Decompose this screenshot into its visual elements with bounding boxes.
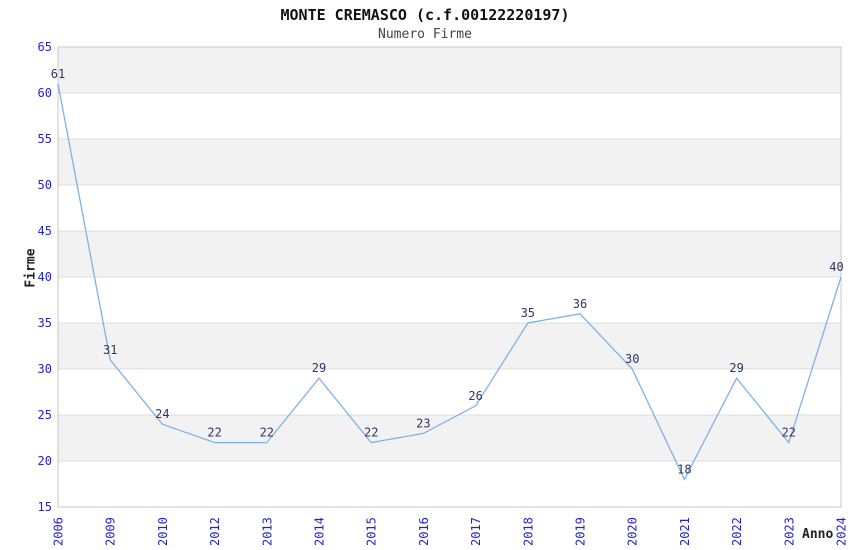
x-tick-label: 2018 (521, 517, 535, 546)
y-tick-label: 40 (38, 270, 52, 284)
grid-band (58, 415, 841, 461)
x-tick-label: 2012 (208, 517, 222, 546)
x-tick-label: 2010 (156, 517, 170, 546)
data-label: 23 (416, 416, 430, 430)
x-tick-label: 2021 (678, 517, 692, 546)
data-label: 30 (625, 352, 639, 366)
y-tick-label: 50 (38, 178, 52, 192)
x-tick-label: 2019 (574, 517, 588, 546)
x-tick-label: 2016 (417, 517, 431, 546)
x-tick-label: 2015 (365, 517, 379, 546)
y-tick-label: 35 (38, 316, 52, 330)
x-tick-label: 2006 (52, 517, 66, 546)
x-tick-label: 2017 (469, 517, 483, 546)
y-tick-label: 45 (38, 224, 52, 238)
data-label: 61 (51, 67, 65, 81)
x-tick-label: 2013 (260, 517, 274, 546)
x-tick-label: 2022 (730, 517, 744, 546)
x-tick-label: 2020 (626, 517, 640, 546)
chart-title: MONTE CREMASCO (c.f.00122220197) (280, 6, 570, 24)
x-tick-label: 2009 (104, 517, 118, 546)
grid-band (58, 231, 841, 277)
y-tick-label: 20 (38, 454, 52, 468)
y-tick-label: 65 (38, 40, 52, 54)
data-label: 24 (155, 407, 169, 421)
data-label: 26 (468, 389, 482, 403)
y-tick-label: 25 (38, 408, 52, 422)
data-label: 22 (207, 426, 221, 440)
data-label: 29 (312, 361, 326, 375)
y-tick-label: 15 (38, 500, 52, 514)
x-tick-label: 2023 (782, 517, 796, 546)
data-line (57, 83, 842, 481)
data-label: 36 (573, 297, 587, 311)
data-label: 35 (521, 306, 535, 320)
y-tick-label: 30 (38, 362, 52, 376)
data-label: 40 (829, 260, 843, 274)
x-tick-label: 2024 (835, 517, 849, 546)
data-label: 22 (364, 426, 378, 440)
data-label: 29 (729, 361, 743, 375)
grid-band (58, 47, 841, 93)
grid-band (58, 139, 841, 185)
x-axis-label: Anno (802, 527, 834, 542)
data-label: 31 (103, 343, 117, 357)
x-tick-label: 2014 (313, 517, 327, 546)
y-tick-label: 55 (38, 132, 52, 146)
data-label: 22 (260, 426, 274, 440)
grid-band (58, 323, 841, 369)
data-label: 22 (782, 426, 796, 440)
data-label: 18 (677, 462, 691, 476)
chart-subtitle: Numero Firme (378, 27, 472, 42)
y-tick-label: 60 (38, 86, 52, 100)
